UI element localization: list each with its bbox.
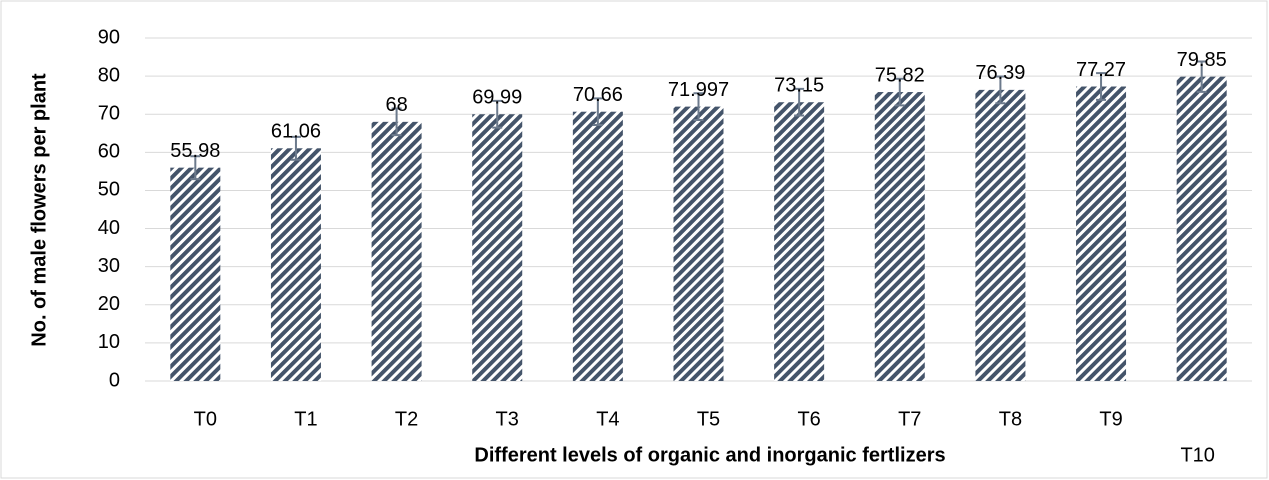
- x-tick-label: T7: [898, 408, 921, 430]
- bar: [170, 167, 221, 381]
- x-axis-title: Different levels of organic and inorgani…: [474, 444, 945, 466]
- bar: [572, 111, 623, 382]
- data-label: 69.99: [472, 87, 522, 109]
- error-bar: [290, 135, 301, 161]
- y-axis-title: No. of male flowers per plant: [28, 73, 50, 347]
- bar: [371, 121, 422, 381]
- y-tick-label: 80: [98, 64, 120, 86]
- bar: [270, 148, 321, 381]
- x-tick-label: T2: [395, 408, 418, 430]
- x-tick-label: T0: [194, 408, 217, 430]
- data-label: 68: [385, 94, 407, 116]
- error-bar: [894, 77, 905, 107]
- data-label: 77.27: [1076, 59, 1126, 81]
- data-label: 71.997: [668, 79, 729, 101]
- x-tick-label: T5: [697, 408, 720, 430]
- x-tick-label: T8: [999, 408, 1022, 430]
- data-label: 61.06: [271, 121, 321, 143]
- bar: [975, 89, 1026, 381]
- bar: [673, 106, 724, 381]
- data-label: 73.15: [774, 74, 824, 96]
- data-label: 76.39: [975, 62, 1025, 84]
- bar: [1076, 86, 1127, 381]
- y-tick-label: 20: [98, 293, 120, 315]
- error-bar: [592, 97, 603, 127]
- y-tick-label: 0: [109, 369, 120, 391]
- error-bar: [391, 107, 402, 137]
- bar: [1176, 76, 1227, 382]
- data-label: 79.85: [1177, 49, 1227, 71]
- y-tick-label: 50: [98, 179, 120, 201]
- x-tick-label: T1: [294, 408, 317, 430]
- error-bar: [794, 87, 805, 117]
- x-tick-label: T6: [797, 408, 820, 430]
- error-bar: [995, 75, 1006, 105]
- error-bar: [693, 92, 704, 121]
- x-tick-label: T3: [496, 408, 519, 430]
- y-tick-label: 30: [98, 255, 120, 277]
- data-label: 55.98: [170, 140, 220, 162]
- data-label: 75.82: [875, 64, 925, 86]
- error-bar: [1096, 72, 1107, 101]
- bar: [874, 92, 925, 381]
- bar: [774, 102, 825, 381]
- error-bar: [492, 99, 503, 129]
- error-bar: [190, 155, 201, 181]
- bar: [472, 114, 523, 382]
- x-tick-label: T9: [1099, 408, 1122, 430]
- x-tick-label: T10: [1180, 444, 1214, 466]
- y-tick-label: 70: [98, 103, 120, 125]
- error-bar: [1196, 60, 1207, 93]
- data-label: 70.66: [573, 84, 623, 106]
- y-tick-label: 60: [98, 141, 120, 163]
- y-tick-label: 10: [98, 331, 120, 353]
- x-tick-label: T4: [596, 408, 619, 430]
- y-tick-label: 90: [98, 26, 120, 48]
- y-tick-label: 40: [98, 217, 120, 239]
